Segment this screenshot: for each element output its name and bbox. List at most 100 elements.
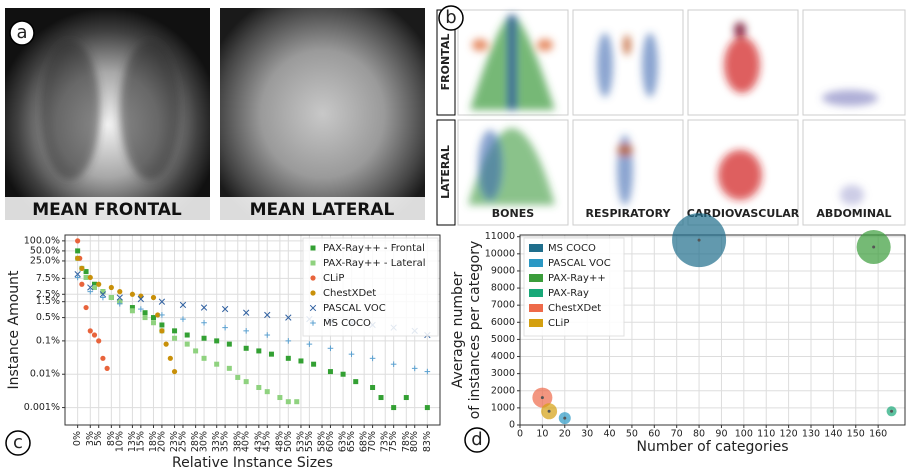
bubble-center [547, 409, 551, 413]
charts: 0% 3%5% 8%10% 13%15% 18%20% 23%25% 28%30% 33%35… [5, 213, 906, 471]
marker-stroke [87, 284, 94, 291]
data-point [150, 294, 157, 301]
x-tick-label: 43% [253, 431, 264, 452]
data-point [83, 274, 89, 280]
data-point [235, 374, 241, 380]
column-label: BONES [492, 207, 534, 220]
data-point [142, 310, 148, 316]
x-tick-label: 80% [409, 431, 420, 452]
y-tick-label: 2000 [491, 385, 515, 396]
data-point [100, 289, 106, 295]
y-tick-label: 0.01% [30, 369, 60, 380]
y-tick-label: 50.0% [30, 245, 60, 256]
data-point [391, 405, 397, 411]
cell [687, 9, 799, 116]
cloud [718, 150, 762, 200]
data-point [171, 368, 178, 375]
x-tick-label: 38% [232, 431, 243, 452]
panel-badge [5, 430, 31, 456]
x-tick-label: 75% [388, 431, 399, 452]
x-tick-label: 70% [367, 431, 378, 452]
marker-stroke [200, 304, 208, 311]
y-tick-label: 100.0% [24, 235, 60, 246]
cell-borders [457, 9, 906, 226]
data-point [424, 405, 430, 411]
cloud [642, 33, 658, 97]
lung-shadow [40, 40, 100, 180]
x-tick-label: 68% [359, 431, 370, 452]
data-point [411, 365, 418, 372]
x-tick-label: 50% [283, 431, 294, 452]
cloud [724, 37, 760, 93]
data-point [138, 306, 144, 312]
y-tick-label: 0 [509, 420, 515, 431]
x-tick-label: 110 [757, 429, 775, 440]
x-tick-label: 80 [693, 429, 705, 440]
cloud [623, 35, 631, 55]
caption: MEAN LATERAL [250, 200, 395, 220]
data-point [370, 384, 376, 390]
data-point [327, 345, 334, 352]
data-point [285, 399, 291, 405]
bubble-center [697, 238, 701, 242]
marker-stroke [74, 271, 81, 278]
data-point [179, 301, 187, 309]
panel-badge [438, 5, 464, 31]
x-tick-label: 15% [135, 431, 146, 452]
data-point [91, 332, 98, 338]
legend-label: MS COCO [323, 318, 371, 329]
cloud [472, 39, 488, 51]
data-point [264, 332, 271, 338]
x-tick-label: 5% [93, 431, 104, 446]
data-point [243, 309, 250, 316]
y-tick-label: 2.5% [36, 289, 60, 300]
row-label: LATERAL [439, 145, 452, 199]
marker-stroke [137, 295, 144, 303]
legend-marker [310, 275, 316, 281]
data-point [137, 295, 144, 303]
data-point [226, 341, 232, 347]
x-axis-title: Number of categories [636, 439, 788, 455]
data-point [201, 319, 207, 326]
x-tick-label: 83% [422, 431, 433, 452]
data-point [142, 315, 148, 321]
legend-swatch [529, 259, 543, 267]
x-tick-label: 40% [241, 431, 252, 452]
legend-label: ChestXDet [323, 288, 376, 299]
data-point [87, 284, 94, 291]
data-point [150, 315, 156, 321]
data-point [159, 328, 165, 334]
data-point [264, 311, 271, 319]
legend-label: PASCAL VOC [323, 303, 386, 314]
panel-badge [464, 427, 490, 453]
data-point [74, 271, 81, 278]
data-point [117, 289, 123, 295]
y-tick-label: 9000 [491, 265, 515, 276]
y-tick-label: 6000 [491, 317, 515, 328]
caption-bar [5, 197, 210, 220]
legend-box [302, 237, 439, 337]
data-point [340, 371, 346, 377]
x-tick-label: 50 [626, 429, 638, 440]
x-tick-label: 48% [274, 431, 285, 452]
data-point [201, 335, 207, 341]
legend-label: PAX-Ray [548, 288, 589, 299]
x-tick-label: 25% [177, 431, 188, 452]
panel-b: FRONTAL LATERAL BONES RESPIRATORY CARDIO… [436, 5, 906, 226]
data-point [243, 379, 249, 385]
data-point [159, 322, 165, 328]
data-point [214, 338, 220, 344]
y-tick-label: 0.1% [36, 335, 60, 346]
y-axis-title: Instance Amount [6, 270, 22, 390]
x-tick-label: 120 [780, 429, 798, 440]
data-point [108, 284, 114, 291]
data-point [75, 248, 81, 254]
cloud [537, 39, 553, 51]
y-tick-label: 0.5% [36, 312, 60, 323]
legend-label: PAX-Ray++ - Lateral [323, 258, 425, 269]
x-tick-label: 60% [325, 431, 336, 452]
cell [457, 9, 569, 116]
bubble-center [540, 396, 544, 400]
data-point [264, 389, 270, 395]
cell [457, 119, 569, 226]
